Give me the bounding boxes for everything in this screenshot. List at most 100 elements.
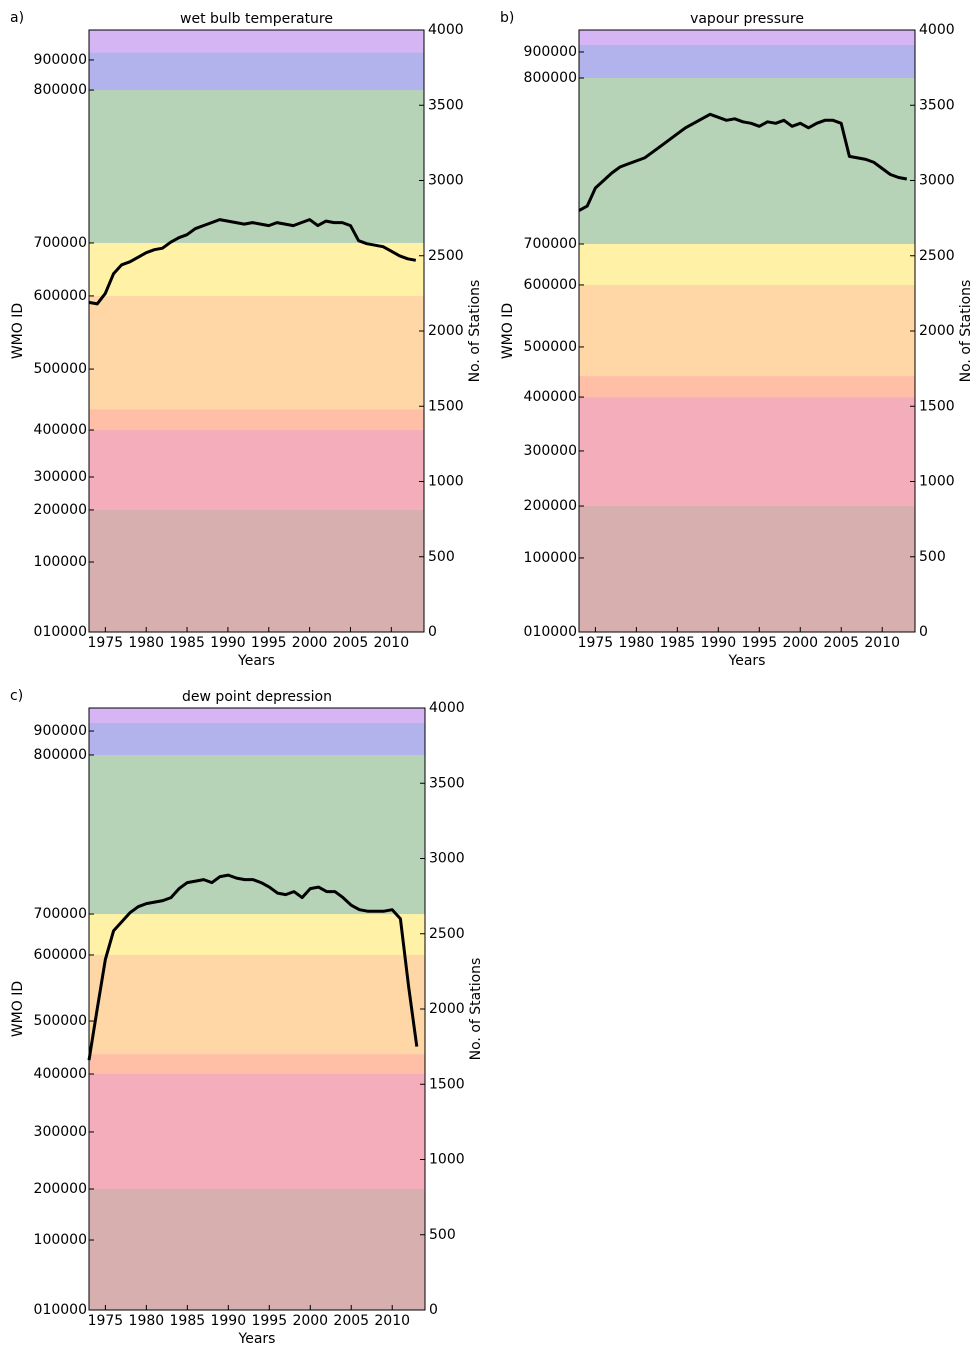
coverage-band xyxy=(89,1188,425,1310)
y2-tick-label: 0 xyxy=(428,624,437,640)
coverage-band xyxy=(579,506,915,632)
x-tick-label: 1975 xyxy=(88,635,124,651)
y2-tick-label: 1500 xyxy=(919,398,955,414)
coverage-band xyxy=(89,723,425,755)
station-count-line xyxy=(88,218,417,306)
y-tick-label: 100000 xyxy=(34,1232,87,1248)
y2-tick-label: 0 xyxy=(919,624,928,640)
station-count-line xyxy=(578,112,908,212)
y-tick-label: 600000 xyxy=(524,277,577,293)
y2-tick-label: 3000 xyxy=(429,851,465,867)
y-tick-label: 300000 xyxy=(34,1124,87,1140)
y2-tick-label: 1000 xyxy=(428,474,464,490)
y2-tick-label: 4000 xyxy=(919,22,955,38)
x-tick-label: 1980 xyxy=(129,1313,165,1329)
y2-tick-label: 3500 xyxy=(429,775,465,791)
x-tick-label: 2005 xyxy=(823,635,859,651)
y-tick-label: 010000 xyxy=(524,624,577,640)
x-tick-label: 1990 xyxy=(210,1313,246,1329)
coverage-band xyxy=(89,409,424,431)
coverage-band xyxy=(89,1074,425,1189)
x-tick-label: 1995 xyxy=(741,635,777,651)
x-axis-label: Years xyxy=(237,653,275,669)
x-tick-label: 1990 xyxy=(210,635,246,651)
y2-tick-label: 3500 xyxy=(919,97,955,113)
y-tick-label: 800000 xyxy=(34,747,87,763)
coverage-band xyxy=(89,1054,425,1075)
x-tick-label: 1975 xyxy=(578,635,614,651)
coverage-band xyxy=(89,430,424,510)
coverage-band xyxy=(579,244,915,285)
y2-tick-label: 2000 xyxy=(428,323,464,339)
x-tick-label: 2005 xyxy=(333,635,369,651)
y-tick-label: 800000 xyxy=(524,70,577,86)
y-tick-label: 400000 xyxy=(34,422,87,438)
x-tick-label: 1985 xyxy=(170,1313,206,1329)
y-tick-label: 500000 xyxy=(34,1013,87,1029)
coverage-band xyxy=(89,52,424,91)
y-axis-label: WMO ID xyxy=(10,981,26,1037)
x-tick-label: 1980 xyxy=(128,635,164,651)
y2-tick-label: 3000 xyxy=(919,173,955,189)
coverage-band xyxy=(89,30,424,53)
y-tick-label: 600000 xyxy=(34,288,87,304)
x-axis-label: Years xyxy=(238,1331,276,1347)
y-tick-label: 900000 xyxy=(524,44,577,60)
coverage-band xyxy=(89,295,424,410)
x-tick-label: 2000 xyxy=(292,1313,328,1329)
y2-axis-label: No. of Stations xyxy=(468,958,484,1061)
coverage-band xyxy=(579,30,915,46)
coverage-band xyxy=(579,45,915,79)
y2-tick-label: 2500 xyxy=(428,248,464,264)
y2-axis-label: No. of Stations xyxy=(958,280,974,383)
y2-tick-label: 1500 xyxy=(429,1076,465,1092)
y2-tick-label: 500 xyxy=(919,549,946,565)
y2-tick-label: 1000 xyxy=(919,474,955,490)
y2-tick-label: 2000 xyxy=(429,1001,465,1017)
y-tick-label: 200000 xyxy=(34,1181,87,1197)
y2-tick-label: 1000 xyxy=(429,1152,465,1168)
coverage-band xyxy=(579,397,915,507)
y-tick-label: 300000 xyxy=(524,443,577,459)
y2-tick-label: 4000 xyxy=(428,22,464,38)
panel-label: a) xyxy=(10,10,24,26)
y-tick-label: 200000 xyxy=(34,502,87,518)
panel-label: c) xyxy=(10,688,23,704)
coverage-band xyxy=(579,376,915,398)
y-tick-label: 700000 xyxy=(524,236,577,252)
y2-tick-label: 2500 xyxy=(429,926,465,942)
y2-tick-label: 3000 xyxy=(428,173,464,189)
x-tick-label: 2010 xyxy=(373,635,409,651)
station-count-line xyxy=(87,873,419,1061)
y-axis-label: WMO ID xyxy=(10,303,26,359)
y-tick-label: 200000 xyxy=(524,498,577,514)
y2-axis-label: No. of Stations xyxy=(467,280,483,383)
y-tick-label: 100000 xyxy=(34,554,87,570)
chart-title: wet bulb temperature xyxy=(180,11,333,27)
x-tick-label: 2000 xyxy=(292,635,328,651)
x-tick-label: 2010 xyxy=(374,1313,410,1329)
x-tick-label: 1990 xyxy=(700,635,736,651)
coverage-band xyxy=(89,708,425,724)
y-axis-label: WMO ID xyxy=(500,303,516,359)
x-axis-label: Years xyxy=(728,653,766,669)
x-tick-label: 1995 xyxy=(251,1313,287,1329)
coverage-band xyxy=(89,754,425,915)
y-tick-label: 010000 xyxy=(34,624,87,640)
y-tick-label: 300000 xyxy=(34,469,87,485)
y-tick-label: 010000 xyxy=(34,1302,87,1318)
coverage-band xyxy=(89,914,425,955)
y2-tick-label: 0 xyxy=(429,1302,438,1318)
y-tick-label: 900000 xyxy=(34,52,87,68)
panel-label: b) xyxy=(500,10,514,26)
y2-tick-label: 2000 xyxy=(919,323,955,339)
coverage-band xyxy=(89,954,425,1055)
x-tick-label: 1995 xyxy=(251,635,287,651)
y-tick-label: 600000 xyxy=(34,947,87,963)
x-tick-label: 1975 xyxy=(88,1313,124,1329)
y-tick-label: 400000 xyxy=(34,1066,87,1082)
x-tick-label: 2000 xyxy=(782,635,818,651)
coverage-band xyxy=(579,284,915,377)
y-tick-label: 100000 xyxy=(524,550,577,566)
chart-title: vapour pressure xyxy=(690,11,804,27)
